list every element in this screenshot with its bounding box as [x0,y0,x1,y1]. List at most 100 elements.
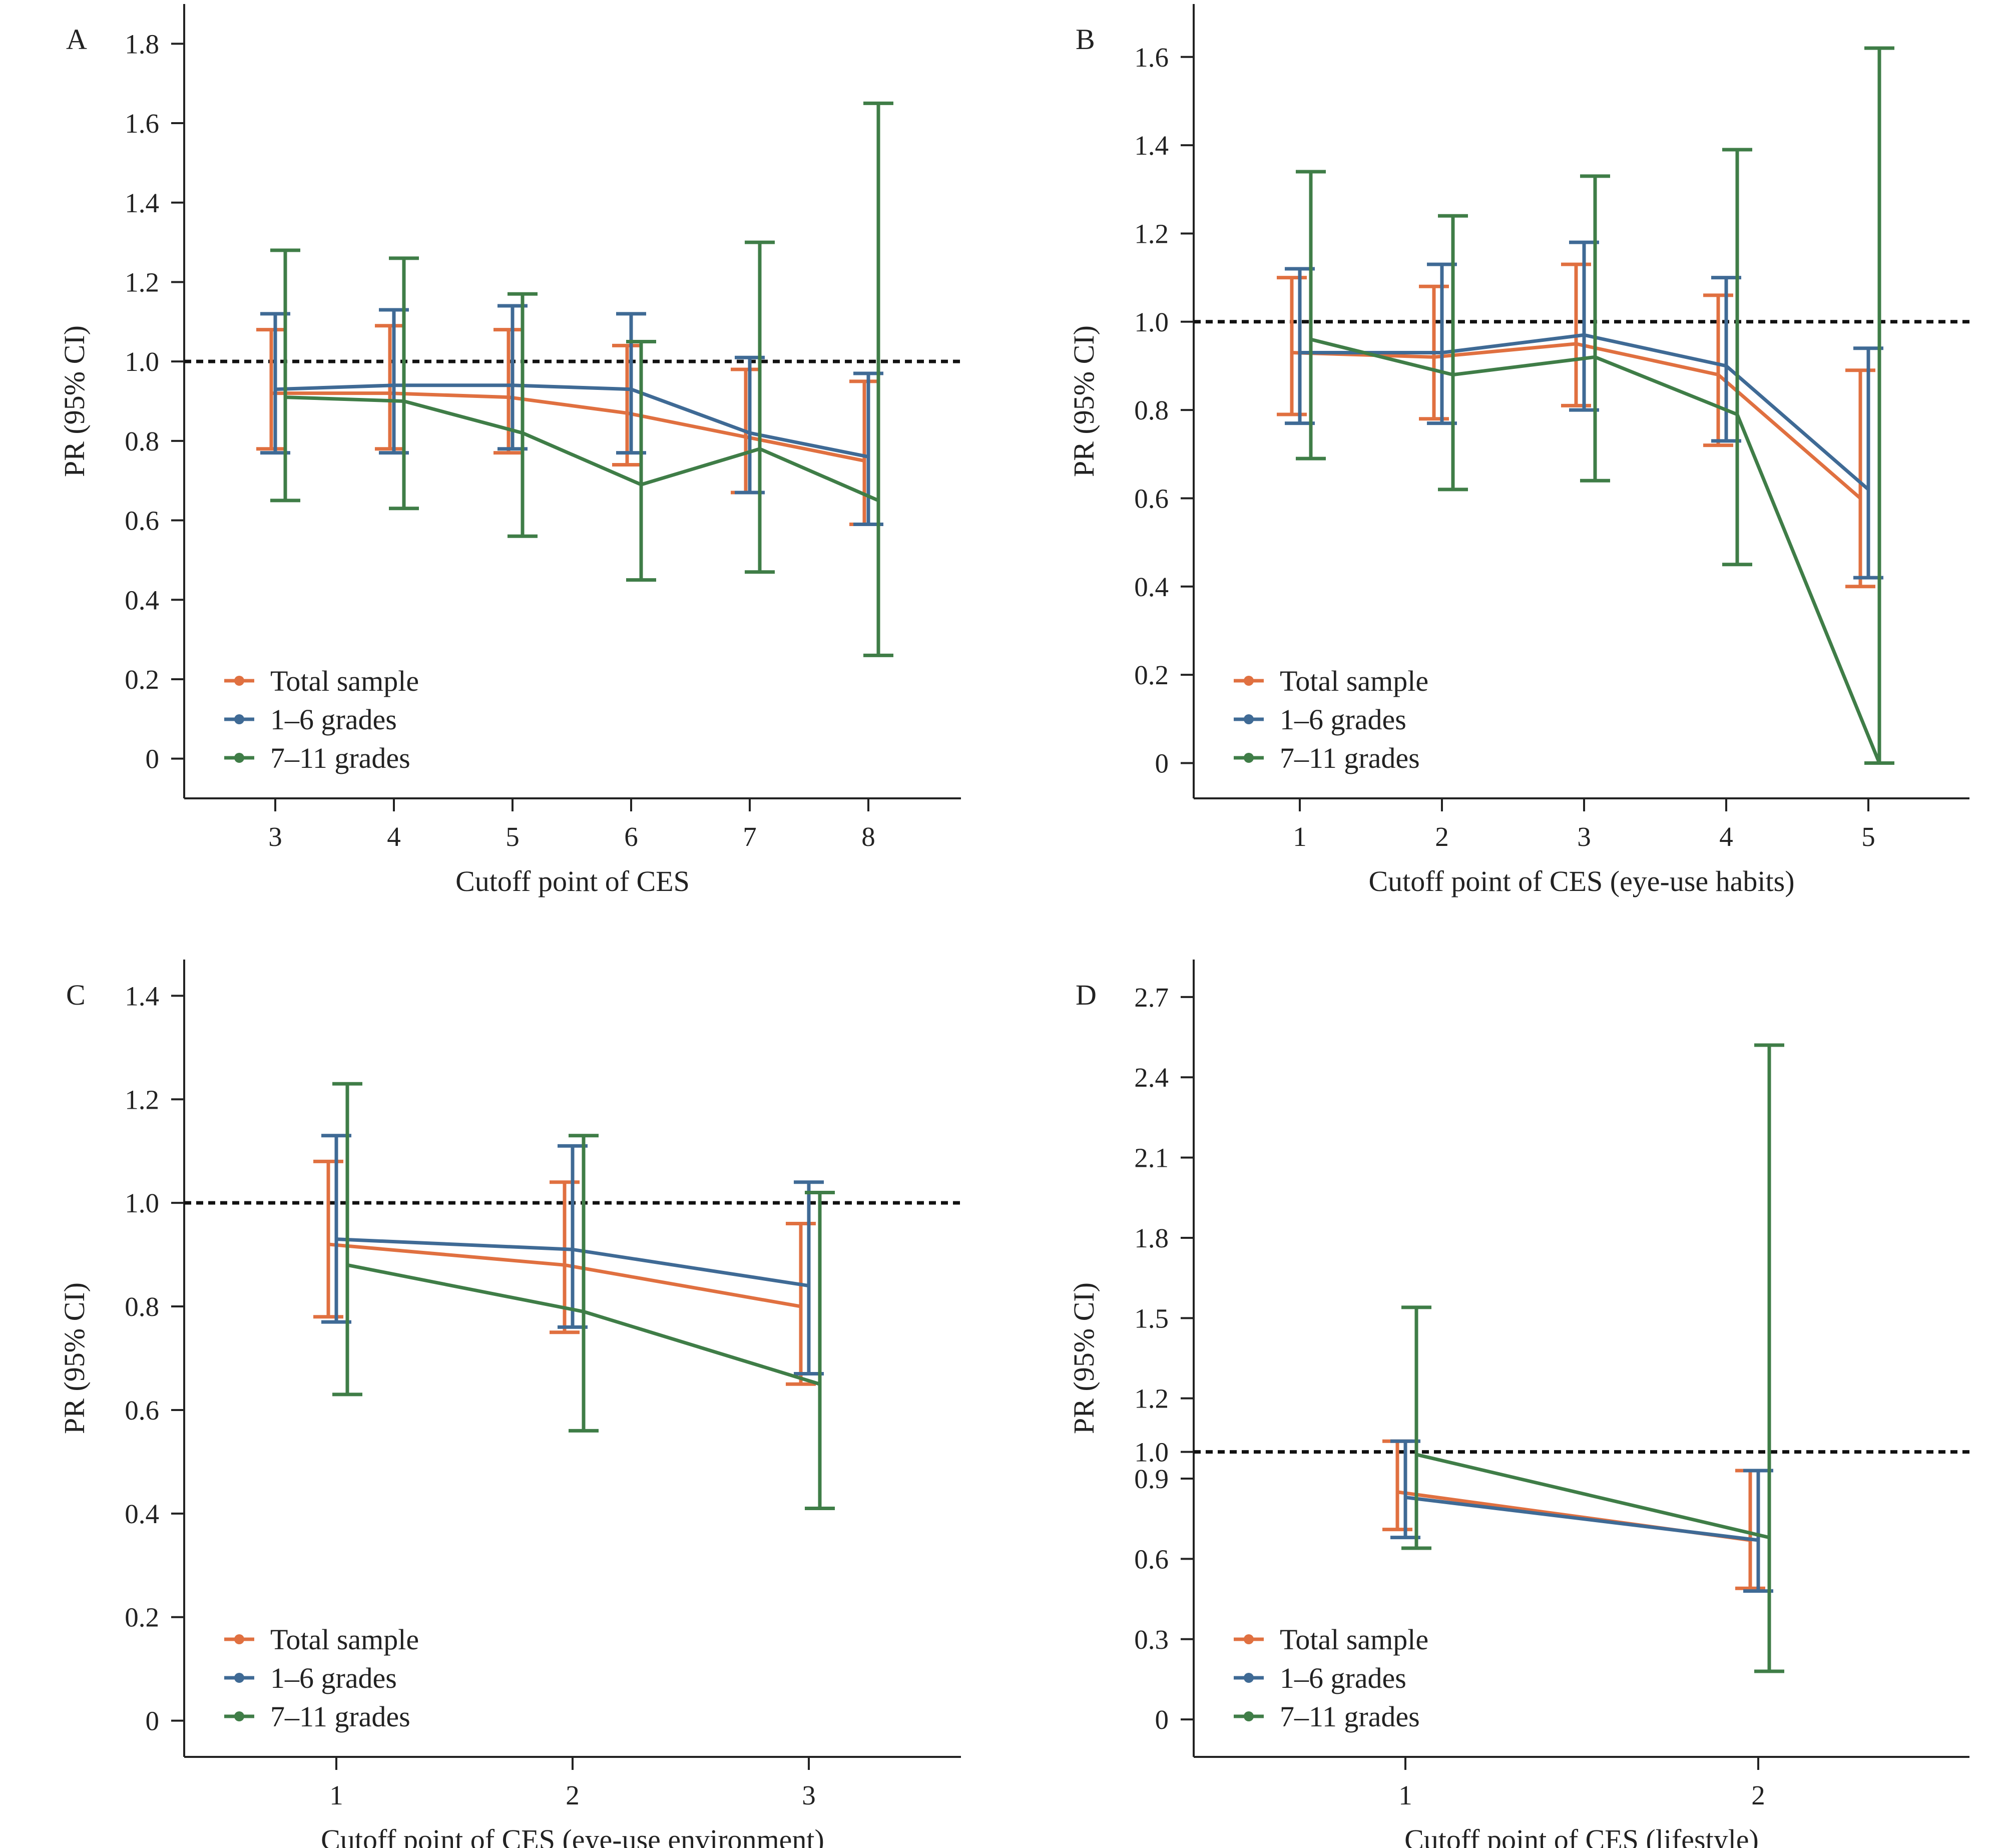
series-line [347,1263,821,1386]
x-tick-label: 5 [1861,821,1875,852]
legend-swatch-marker [234,1673,244,1683]
series-total [1382,1439,1765,1590]
y-tick-label: 1.2 [1134,1383,1169,1414]
legend-swatch-marker [1244,1711,1254,1721]
y-tick-label: 0.6 [125,506,159,536]
series-line [328,1242,801,1308]
y-tick-label: 0.4 [125,1499,159,1529]
y-tick-label: 0 [1155,1704,1169,1735]
series-line [285,395,879,503]
x-tick-label: 5 [506,821,520,852]
legend-item: 7–11 grades [224,1700,410,1733]
legend-item: Total sample [1234,1623,1428,1656]
x-tick-label: 4 [1719,821,1733,852]
series-total [1277,262,1875,589]
legend-swatch-marker [234,676,244,686]
series-line [275,383,869,459]
panel-label: D [1076,979,1097,1011]
y-tick-label: 1.6 [1134,42,1169,73]
series-grades_7_11 [270,101,893,657]
panel-label: B [1076,23,1095,56]
x-tick-label: 4 [387,821,401,852]
y-axis-title: PR (95% CI) [1068,325,1100,477]
legend-swatch-marker [1244,753,1254,763]
series-total [256,324,879,526]
y-tick-label: 1.4 [1134,130,1169,161]
x-axis-title: Cutoff point of CES (eye-use habits) [1368,865,1794,897]
y-tick-label: 0.6 [1134,1544,1169,1574]
y-tick-label: 1.8 [1134,1223,1169,1253]
y-tick-label: 0.6 [125,1395,159,1426]
y-tick-label: 1.6 [125,108,159,139]
legend-label: 7–11 grades [1280,742,1420,774]
y-tick-label: 1.8 [125,29,159,59]
y-tick-label: 0 [1155,748,1169,778]
y-tick-label: 0.8 [125,1291,159,1322]
x-tick-label: 2 [566,1780,580,1810]
legend-label: 1–6 grades [1280,1662,1406,1694]
series-grades_7_11 [1296,46,1894,765]
x-tick-label: 8 [861,821,875,852]
y-tick-label: 1.4 [125,188,159,218]
y-tick-label: 0.9 [1134,1464,1169,1494]
y-tick-label: 0 [146,744,160,774]
y-axis-title: PR (95% CI) [58,325,91,477]
legend-item: 1–6 grades [1234,1662,1406,1694]
legend-label: Total sample [270,1623,419,1656]
y-tick-label: 0.4 [1134,572,1169,602]
y-tick-label: 1.4 [125,981,159,1011]
legend-item: 1–6 grades [1234,703,1406,736]
series-line [1405,1495,1759,1542]
legend-swatch-marker [234,753,244,763]
panel-label: A [66,23,87,56]
legend-swatch-marker [234,1634,244,1644]
series-grades_1_6 [260,304,883,526]
y-tick-label: 1.0 [125,1188,159,1218]
y-tick-label: 1.0 [1134,1437,1169,1468]
series-grades_1_6 [1285,240,1883,580]
y-tick-label: 2.7 [1134,982,1169,1013]
legend-item: Total sample [224,665,419,697]
legend-label: 1–6 grades [270,703,397,736]
x-tick-label: 3 [268,821,282,852]
legend-swatch-marker [1244,1673,1254,1683]
y-tick-label: 1.0 [125,346,159,377]
y-tick-label: 0.8 [1134,395,1169,425]
legend-swatch-marker [234,1711,244,1721]
legend-item: 7–11 grades [1234,742,1420,774]
series-line [271,391,865,463]
y-tick-label: 1.0 [1134,307,1169,337]
panel-c-chart: C 0 0.2 0.4 0.6 0.8 1.0 1.2 1.4 1 2 3 Cutoff point o… [58,960,961,1848]
panel-label: C [66,979,86,1011]
x-tick-label: 2 [1751,1780,1765,1810]
x-axis-title: Cutoff point of CES (lifestyle) [1404,1823,1759,1848]
y-tick-label: 1.2 [125,1084,159,1115]
y-tick-label: 0.2 [1134,660,1169,690]
x-tick-label: 3 [802,1780,816,1810]
legend-label: Total sample [1280,665,1428,697]
series-grades_7_11 [332,1082,835,1510]
legend-item: Total sample [224,1623,419,1656]
legend-label: 1–6 grades [270,1662,397,1694]
x-tick-label: 7 [743,821,757,852]
x-tick-label: 6 [624,821,638,852]
y-tick-label: 1.5 [1134,1303,1169,1333]
y-tick-label: 0.2 [125,664,159,695]
legend-swatch-marker [1244,1634,1254,1644]
legend-item: 7–11 grades [1234,1700,1420,1733]
legend-item: Total sample [1234,665,1428,697]
panel-a-chart: A 0 0.2 0.4 0.6 0.8 1.0 1.2 1.4 1.6 1.8 3 4 5 6 7 8 Cutof… [58,4,961,897]
x-tick-label: 1 [329,1780,343,1810]
y-tick-label: 2.4 [1134,1062,1169,1093]
x-tick-label: 1 [1293,821,1307,852]
series-line [1300,333,1870,491]
series-grades_1_6 [321,1134,824,1376]
y-tick-label: 0.2 [125,1602,159,1633]
y-tick-label: 0 [146,1706,160,1736]
y-axis-title: PR (95% CI) [1068,1282,1100,1434]
legend-swatch-marker [234,714,244,724]
legend-label: 7–11 grades [270,742,410,774]
panel-d-chart: D 0 0.3 0.6 0.91.0 1.2 1.5 1.8 2.1 2.4 2.7 1 2 Cutoff… [1068,960,1969,1848]
legend-swatch-marker [1244,714,1254,724]
